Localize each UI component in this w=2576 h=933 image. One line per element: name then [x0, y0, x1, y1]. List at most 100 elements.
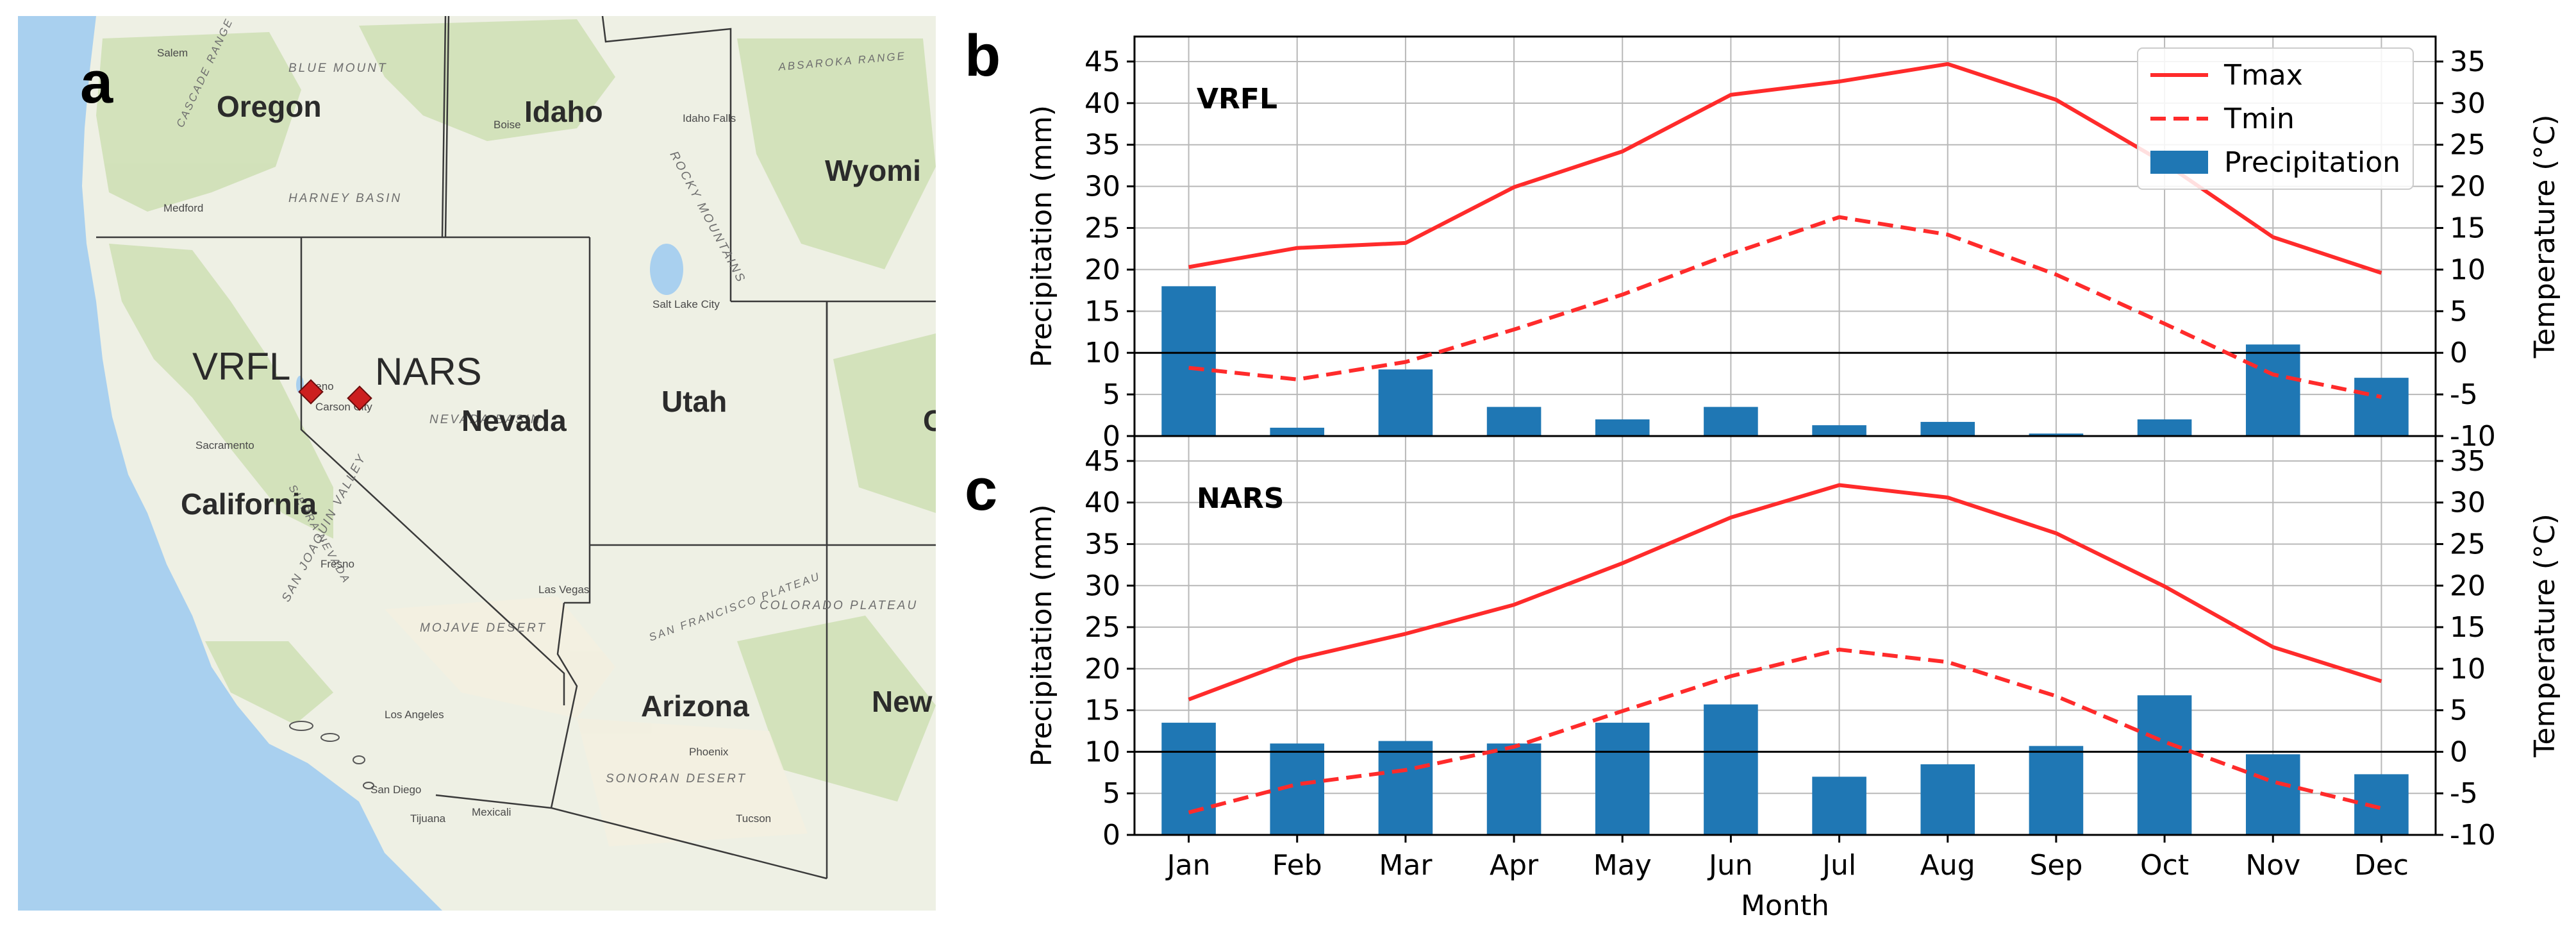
y-right-tick-label: -10: [2450, 819, 2496, 852]
great-salt-lake: [650, 244, 683, 295]
x-tick-label: Dec: [2354, 849, 2409, 882]
y-right-tick-label: 0: [2450, 337, 2468, 369]
y-left-tick-label: 5: [1102, 777, 1120, 810]
region-label: NEVADA BASIN: [429, 413, 542, 426]
y-right-tick-label: 5: [2450, 694, 2468, 727]
city-label: Las Vegas: [538, 584, 589, 596]
site-title: NARS: [1197, 482, 1284, 515]
x-tick-label: Jan: [1165, 849, 1211, 882]
y-left-tick-label: 45: [1084, 46, 1120, 78]
y-right-tick-label: 5: [2450, 295, 2468, 328]
y-right-tick-label: -10: [2450, 420, 2496, 453]
city-label: Salt Lake City: [652, 298, 720, 310]
y-right-tick-label: -5: [2450, 777, 2478, 810]
precipitation-bar: [2354, 378, 2409, 436]
map-desert: [385, 596, 808, 846]
y-right-axis-label: Temperature (°C): [2529, 115, 2561, 359]
y-left-tick-label: 25: [1084, 611, 1120, 644]
state-label-oregon: Oregon: [217, 90, 322, 123]
precipitation-bar: [2245, 754, 2300, 835]
x-tick-label: Jul: [1820, 849, 1856, 882]
state-label-nevada: Nevada: [461, 404, 567, 437]
x-tick-label: Jun: [1707, 849, 1753, 882]
y-left-tick-label: 40: [1084, 487, 1120, 519]
site-label-nars: NARS: [375, 350, 482, 393]
y-right-tick-label: 20: [2450, 569, 2486, 602]
map-panel: BLUE MOUNT HARNEY BASIN NEVADA BASIN MOJ…: [18, 16, 944, 911]
y-right-tick-label: 30: [2450, 87, 2486, 120]
precipitation-bar: [1595, 723, 1650, 835]
region-label: BLUE MOUNT: [288, 62, 388, 75]
y-right-tick-label: 35: [2450, 445, 2486, 478]
y-right-tick-label: 15: [2450, 611, 2486, 644]
y-right-tick-label: 30: [2450, 487, 2486, 519]
state-label-wyoming: Wyomi: [825, 154, 921, 187]
city-label: San Diego: [370, 784, 421, 796]
y-left-tick-label: 0: [1102, 420, 1120, 453]
y-left-tick-label: 20: [1084, 253, 1120, 286]
precipitation-bar: [1378, 369, 1433, 436]
precipitation-bar: [1378, 741, 1433, 835]
x-tick-label: Sep: [2029, 849, 2082, 882]
x-tick-label: May: [1593, 849, 1652, 882]
state-label-colorado: C: [923, 404, 944, 437]
precipitation-bar: [1595, 419, 1650, 436]
city-label: Fresno: [320, 558, 354, 570]
y-left-tick-label: 25: [1084, 212, 1120, 245]
channel-islands: [289, 721, 374, 789]
panel-letter-c: c: [965, 457, 997, 523]
precipitation-bar: [1486, 407, 1541, 436]
y-right-tick-label: 15: [2450, 212, 2486, 245]
precipitation-bar: [1920, 764, 1975, 835]
precipitation-bar: [2029, 433, 2084, 436]
x-tick-label: Apr: [1490, 849, 1539, 882]
y-left-tick-label: 10: [1084, 735, 1120, 768]
precipitation-bar: [1704, 407, 1758, 436]
legend-swatch-precipitation: [2150, 151, 2208, 174]
y-left-tick-label: 35: [1084, 528, 1120, 560]
x-tick-label: Oct: [2140, 849, 2189, 882]
precipitation-bar: [1161, 723, 1216, 835]
site-marker-nars: [347, 385, 372, 411]
y-right-tick-label: 10: [2450, 253, 2486, 286]
site-title: VRFL: [1197, 83, 1277, 115]
y-right-axis-label: Temperature (°C): [2529, 514, 2561, 758]
legend-label: Precipitation: [2224, 146, 2400, 179]
site-markers: VRFL NARS: [192, 345, 482, 411]
precipitation-bar: [1812, 777, 1866, 835]
y-left-tick-label: 15: [1084, 694, 1120, 727]
y-right-tick-label: 25: [2450, 129, 2486, 162]
legend-label: Tmin: [2223, 103, 2295, 135]
y-left-tick-label: 35: [1084, 129, 1120, 162]
state-label-arizona: Arizona: [641, 689, 749, 723]
city-label: Idaho Falls: [683, 112, 736, 124]
y-left-tick-label: 30: [1084, 569, 1120, 602]
y-left-tick-label: 10: [1084, 337, 1120, 369]
precipitation-bar: [1270, 428, 1325, 436]
region-label: COLORADO PLATEAU: [760, 599, 918, 612]
precipitation-bar: [2245, 344, 2300, 436]
region-label: SONORAN DESERT: [606, 772, 747, 786]
panel-letter-a: a: [80, 50, 113, 115]
y-left-axis-label: Precipitation (mm): [1026, 105, 1058, 367]
y-left-tick-label: 30: [1084, 171, 1120, 203]
plot-frame: [1133, 435, 2437, 836]
state-label-new-mexico: New: [872, 685, 933, 718]
precipitation-bar: [2029, 746, 2084, 835]
city-label: Boise: [494, 119, 521, 131]
y-left-tick-label: 15: [1084, 295, 1120, 328]
state-labels: Oregon Idaho Wyomi California Nevada Uta…: [181, 90, 944, 723]
state-label-california: California: [181, 487, 317, 521]
precipitation-bar: [1704, 704, 1758, 835]
state-borders: [96, 16, 936, 880]
x-tick-label: Mar: [1379, 849, 1433, 882]
precipitation-bar: [2137, 695, 2192, 835]
x-axis-label: Month: [1741, 889, 1829, 922]
precipitation-bar: [2137, 419, 2192, 436]
site-marker-vrfl: [298, 379, 324, 405]
city-label: Tijuana: [410, 812, 446, 825]
city-label: Medford: [163, 202, 203, 214]
y-left-tick-label: 40: [1084, 87, 1120, 120]
chart-nars: 0 5 10 15 20 25 30 35 40 45 -10 -5 0 5 10 15 20 25 30 35 Jan…: [1026, 435, 2561, 922]
